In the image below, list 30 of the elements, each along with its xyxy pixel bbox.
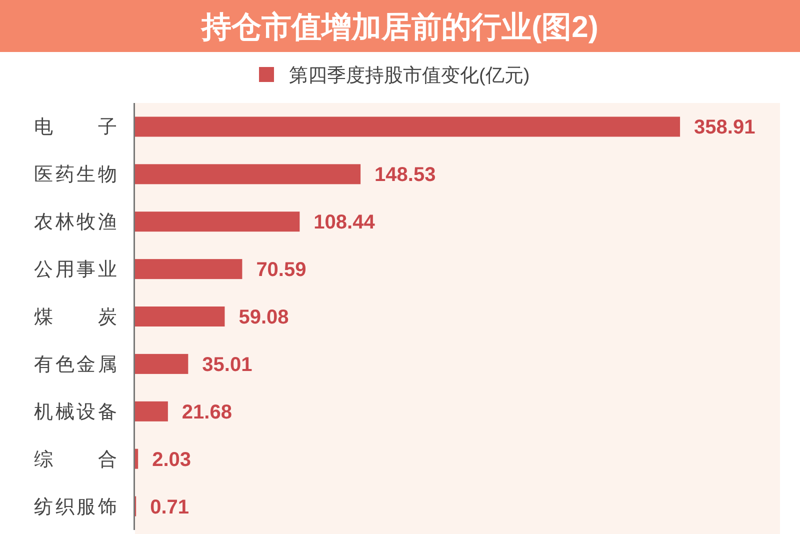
data-label: 2.03	[152, 448, 192, 471]
y-tick-label: 有色金属	[34, 354, 117, 376]
plot: 电子 358.91 医药生物 148.53 农林牧渔 108.44 公用事业 70.59 煤炭 59.08 有色金属 35.01 机械设备 21.68 综合 2.03 纺织服饰 0.71	[34, 103, 780, 534]
legend: 第四季度持股市值变化(亿元)	[259, 66, 530, 86]
y-tick-label: 煤炭	[34, 307, 117, 328]
data-label: 108.44	[314, 212, 376, 234]
data-label: 21.68	[182, 401, 232, 424]
y-tick-label: 综合	[34, 449, 117, 470]
bar	[135, 401, 168, 422]
data-label: 0.71	[150, 496, 190, 518]
y-tick-label: 纺织服饰	[34, 496, 117, 518]
data-label: 70.59	[256, 259, 306, 282]
bar	[135, 306, 225, 326]
data-label: 148.53	[374, 164, 436, 186]
bar	[135, 116, 680, 137]
y-tick-label: 公用事业	[34, 260, 117, 281]
title: 持仓市值增加居前的行业(图2)	[0, 0, 800, 52]
data-label: 35.01	[202, 354, 252, 376]
chart-title: 持仓市值增加居前的行业(图2)	[200, 10, 598, 44]
data-label: 59.08	[238, 306, 289, 328]
bar	[135, 212, 300, 232]
data-label: 358.91	[694, 116, 756, 139]
bar	[135, 164, 361, 184]
bar	[135, 259, 242, 280]
y-tick-label: 医药生物	[34, 164, 117, 186]
bar	[135, 448, 138, 469]
bar	[135, 354, 188, 374]
y-tick-label: 电子	[34, 117, 117, 138]
y-tick-label: 机械设备	[34, 402, 117, 423]
y-tick-label: 农林牧渔	[34, 212, 117, 234]
